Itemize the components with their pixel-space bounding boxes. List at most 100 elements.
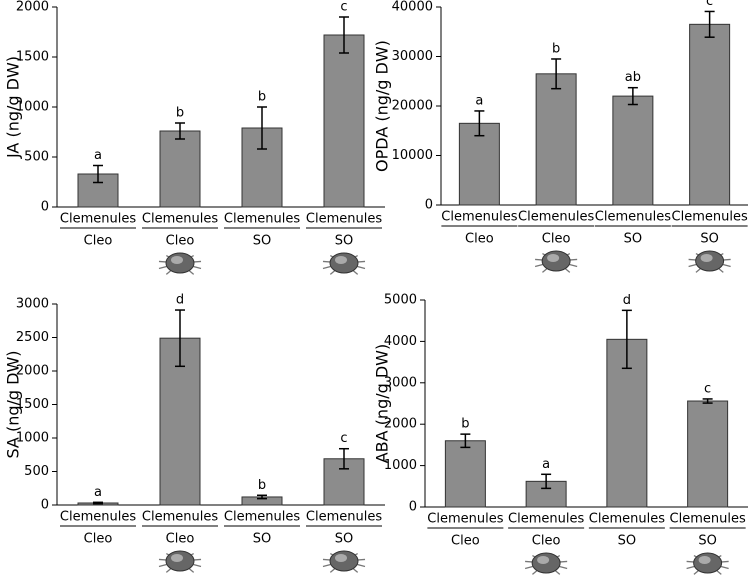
mite-shine xyxy=(547,254,560,262)
significance-letter: b xyxy=(258,478,266,493)
y-tick-label: 2000 xyxy=(384,417,417,432)
error-bar xyxy=(93,164,103,184)
mite-icon xyxy=(524,552,568,575)
y-tick-label: 2000 xyxy=(16,364,49,379)
x-tick-label: Clemenules xyxy=(142,510,218,525)
error-bar xyxy=(257,106,267,150)
error-bar xyxy=(175,122,185,140)
mite-icon xyxy=(688,250,731,273)
y-tick-label: 5000 xyxy=(384,293,417,308)
y-tick-label: 4000 xyxy=(384,334,417,349)
significance-letter: b xyxy=(461,417,469,432)
significance-letter: a xyxy=(475,93,483,108)
y-tick-label: 30000 xyxy=(392,49,433,64)
bar xyxy=(535,73,577,206)
mite-icon xyxy=(158,550,202,573)
bar xyxy=(612,95,654,206)
mite-icon xyxy=(686,552,729,575)
group-label: Cleo xyxy=(166,532,195,547)
mite-icon xyxy=(322,550,366,573)
y-tick-label: 2000 xyxy=(16,0,49,15)
x-tick-label: Clemenules xyxy=(224,510,300,525)
mite-shine xyxy=(537,556,550,564)
significance-letter: c xyxy=(340,431,347,446)
x-tick-label: Clemenules xyxy=(518,210,594,225)
significance-letter: d xyxy=(176,293,184,308)
y-tick-label: 500 xyxy=(24,150,49,165)
group-label: Cleo xyxy=(532,534,561,549)
y-tick-label: 500 xyxy=(24,464,49,479)
mite-shine xyxy=(335,256,347,264)
group-label: SO xyxy=(624,232,642,247)
x-tick-label: Clemenules xyxy=(441,210,517,225)
mite-shine xyxy=(335,554,347,562)
bar xyxy=(687,400,729,508)
y-tick-label: 0 xyxy=(425,198,433,213)
x-tick-label: Clemenules xyxy=(224,212,300,227)
group-label: SO xyxy=(700,232,718,247)
x-tick-label: Clemenules xyxy=(670,512,746,527)
x-tick-label: Clemenules xyxy=(595,210,671,225)
significance-letter: c xyxy=(340,0,347,15)
group-label: Cleo xyxy=(84,234,113,249)
group-label: SO xyxy=(618,534,636,549)
bar xyxy=(458,122,500,206)
y-tick-label: 1500 xyxy=(16,50,49,65)
error-bar xyxy=(627,86,638,106)
x-tick-label: Clemenules xyxy=(427,512,503,527)
group-label: SO xyxy=(335,234,353,249)
significance-letter: b xyxy=(176,106,184,121)
significance-letter: d xyxy=(623,293,631,308)
significance-letter: a xyxy=(542,457,550,472)
mite-icon xyxy=(158,252,202,275)
error-bar xyxy=(339,16,349,54)
significance-letter: c xyxy=(704,381,711,396)
y-tick-label: 3000 xyxy=(16,297,49,312)
significance-letter: a xyxy=(94,148,102,163)
mite-shine xyxy=(698,556,711,564)
x-tick-label: Clemenules xyxy=(306,510,382,525)
y-tick-label: 1000 xyxy=(384,458,417,473)
y-tick-label: 1000 xyxy=(16,431,49,446)
error-bar xyxy=(704,10,715,38)
error-bar xyxy=(460,433,471,449)
group-label: SO xyxy=(698,534,716,549)
error-bar xyxy=(93,501,103,505)
mite-icon xyxy=(322,252,366,275)
x-tick-label: Clemenules xyxy=(142,212,218,227)
y-tick-label: 0 xyxy=(41,200,49,215)
error-bar xyxy=(339,447,349,470)
y-tick-label: 0 xyxy=(41,498,49,513)
y-axis-label: ABA (ng/g DW) xyxy=(373,344,392,464)
error-bar xyxy=(474,110,485,137)
group-label: Cleo xyxy=(84,532,113,547)
significance-letter: b xyxy=(258,90,266,105)
significance-letter: ab xyxy=(625,70,641,85)
x-tick-label: Clemenules xyxy=(60,510,136,525)
error-bar xyxy=(621,309,632,370)
error-bar xyxy=(702,398,713,404)
error-bar xyxy=(551,58,562,90)
x-tick-label: Clemenules xyxy=(508,512,584,527)
y-tick-label: 2500 xyxy=(16,330,49,345)
group-label: SO xyxy=(335,532,353,547)
y-tick-label: 1000 xyxy=(16,100,49,115)
mite-icon xyxy=(534,250,578,273)
y-tick-label: 40000 xyxy=(392,0,433,15)
error-bar xyxy=(257,494,267,500)
bar xyxy=(159,130,201,208)
x-tick-label: Clemenules xyxy=(60,212,136,227)
y-tick-label: 3000 xyxy=(384,375,417,390)
significance-letter: b xyxy=(552,41,560,56)
significance-letter: c xyxy=(706,0,713,9)
bar xyxy=(444,440,486,508)
mite-shine xyxy=(700,254,713,262)
group-label: SO xyxy=(253,532,271,547)
group-label: Cleo xyxy=(465,232,494,247)
group-label: Cleo xyxy=(166,234,195,249)
y-tick-label: 0 xyxy=(409,500,417,515)
group-label: Cleo xyxy=(542,232,571,247)
mite-shine xyxy=(171,256,183,264)
y-axis-label: SA (ng/g DW) xyxy=(4,350,23,458)
x-tick-label: Clemenules xyxy=(306,212,382,227)
